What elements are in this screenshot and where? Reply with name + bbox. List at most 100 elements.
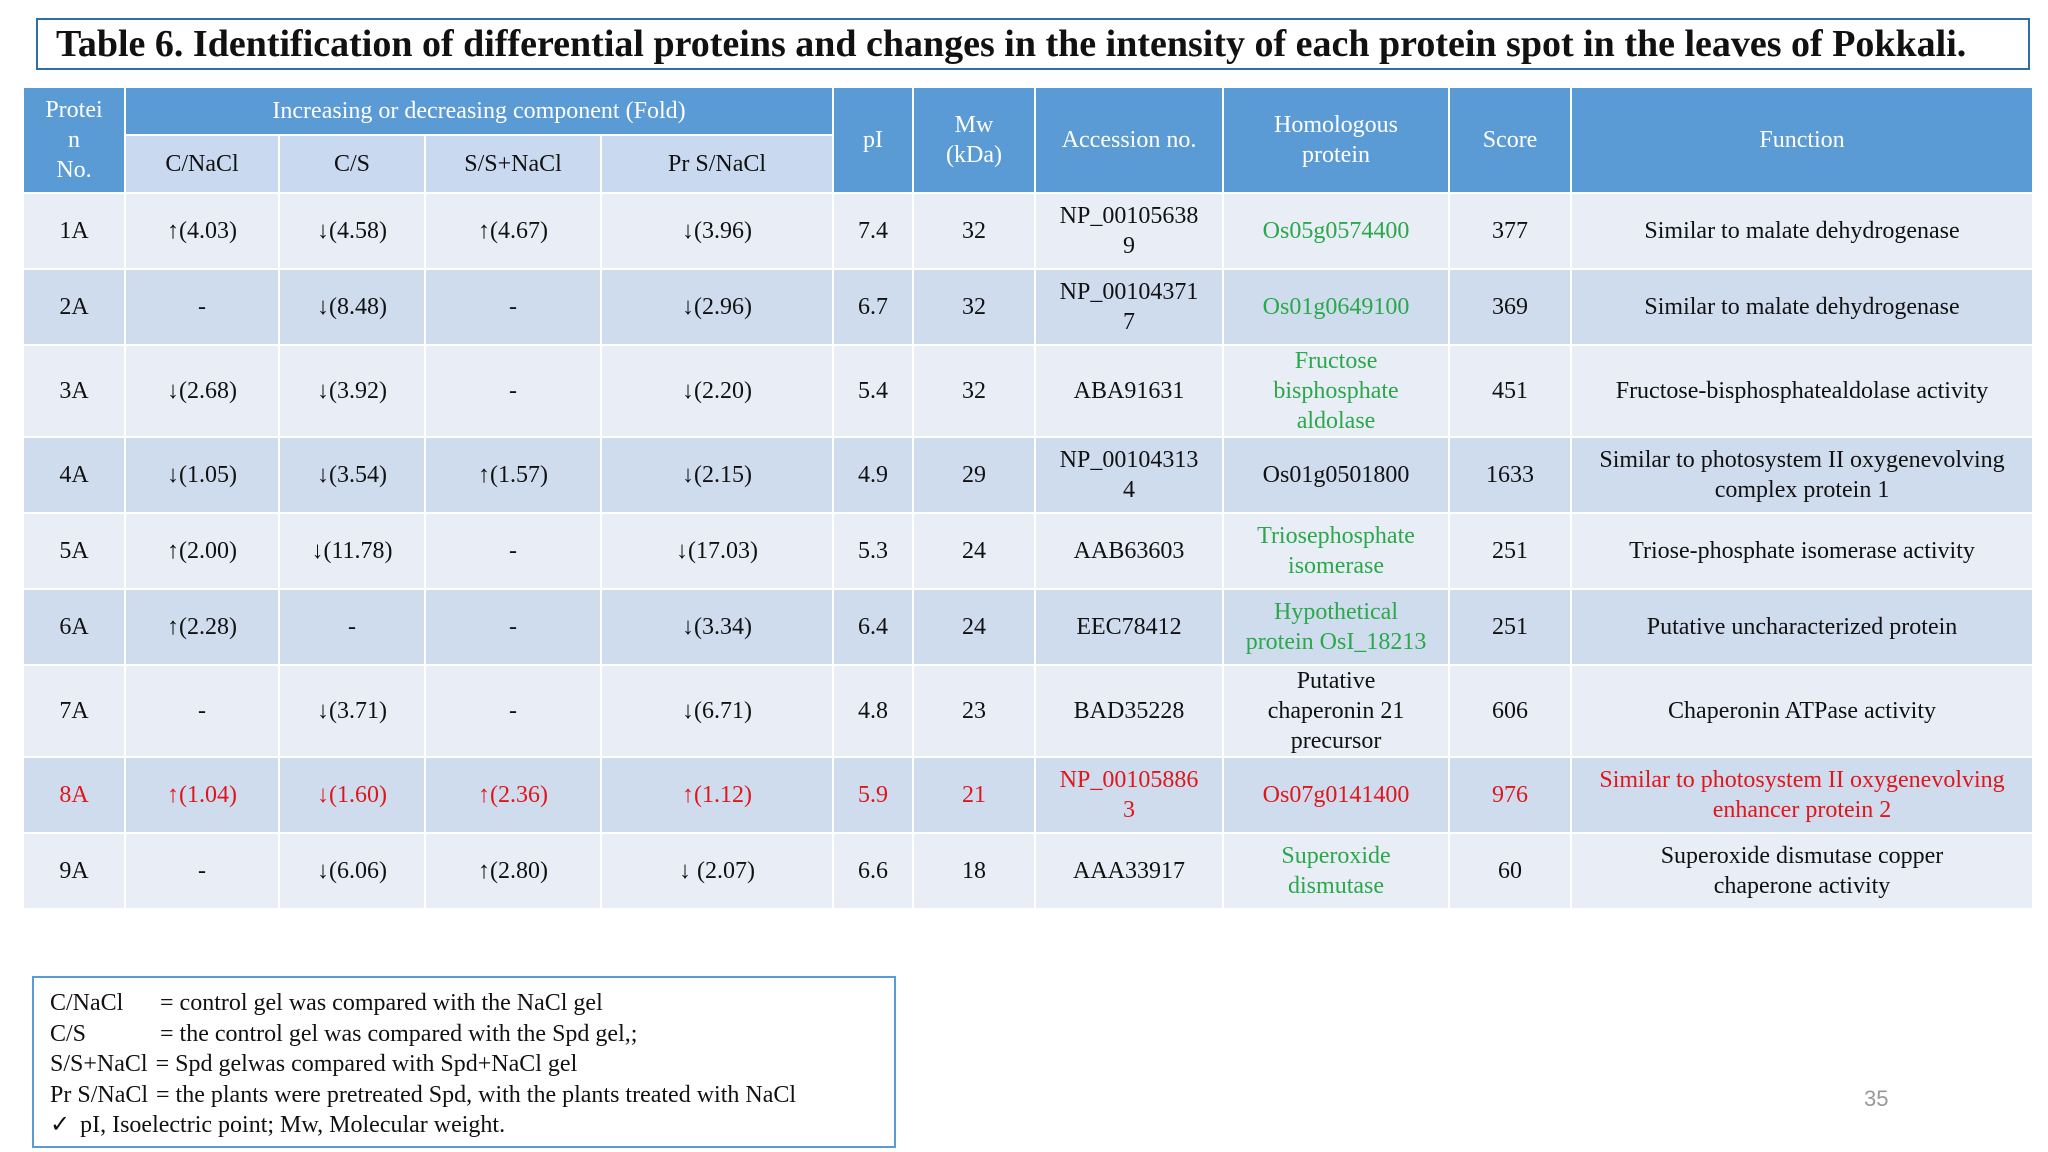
header-function: Function	[1570, 86, 2035, 194]
cell-c-nacl: ↓(1.05)	[124, 436, 280, 514]
legend-item: Pr S/NaCl = the plants were pretreated Sp…	[50, 1080, 878, 1111]
header-increasing-group: Increasing or decreasing component (Fold…	[123, 86, 835, 136]
legend-box: C/NaCl = control gel was compared with th…	[32, 976, 896, 1148]
cell-homologous: Triosephosphate isomerase	[1222, 512, 1451, 590]
cell-no: 8A	[22, 756, 126, 834]
cell-no: 5A	[22, 512, 126, 590]
subheader-c-s: C/S	[278, 134, 426, 194]
table-row: 4A ↓(1.05) ↓(3.54) ↑(1.57) ↓(2.15) 4.9 29 NP_00…	[22, 436, 2035, 514]
cell-mw: 21	[912, 756, 1037, 834]
legend-definition: pI, Isoelectric point; Mw, Molecular wei…	[80, 1112, 506, 1138]
legend-definition: = the plants were pretreated Spd, with t…	[156, 1081, 797, 1108]
cell-homologous: Hypothetical protein OsI_18213	[1222, 588, 1451, 666]
cell-function: Chaperonin ATPase activity	[1570, 664, 2035, 758]
cell-homologous: Fructose bisphosphate aldolase	[1222, 344, 1451, 438]
cell-pr-snacl: ↓(2.96)	[599, 268, 835, 346]
cell-mw: 29	[912, 436, 1037, 514]
legend-term: Pr S/NaCl	[50, 1081, 149, 1108]
cell-mw: 18	[912, 832, 1037, 910]
cell-function: Putative uncharacterized protein	[1570, 588, 2035, 666]
legend-term: S/S+NaCl	[50, 1051, 148, 1077]
header-score: Score	[1448, 86, 1573, 194]
cell-s-snacl: -	[424, 664, 602, 758]
cell-function: Similar to photosystem II oxygenevolving…	[1570, 436, 2035, 514]
cell-pi: 4.9	[832, 436, 915, 514]
header-homologous: Homologous protein	[1222, 86, 1451, 194]
legend-item: ✓ pI, Isoelectric point; Mw, Molecular we…	[50, 1110, 878, 1141]
cell-function: Superoxide dismutase copper chaperone ac…	[1570, 832, 2035, 910]
cell-c-nacl: ↑(1.04)	[124, 756, 280, 834]
cell-c-s: ↓(3.54)	[278, 436, 426, 514]
cell-homologous: Os05g0574400	[1222, 192, 1451, 270]
table-row: 6A ↑(2.28) - - ↓(3.34) 6.4 24 EEC78412 Hypotheti…	[22, 588, 2035, 666]
cell-s-snacl: -	[424, 588, 602, 666]
cell-no: 6A	[22, 588, 126, 666]
cell-s-snacl: ↑(4.67)	[424, 192, 602, 270]
cell-homologous: Os07g0141400	[1222, 756, 1451, 834]
cell-function: Fructose-bisphosphatealdolase activity	[1570, 344, 2035, 438]
cell-mw: 24	[912, 588, 1037, 666]
cell-accession: NP_00104371 7	[1034, 268, 1225, 346]
cell-no: 7A	[22, 664, 126, 758]
cell-c-nacl: -	[124, 832, 280, 910]
legend-item: S/S+NaCl = Spd gelwas compared with Spd+N…	[50, 1049, 878, 1080]
cell-score: 451	[1448, 344, 1573, 438]
cell-pr-snacl: ↑(1.12)	[599, 756, 835, 834]
cell-score: 369	[1448, 268, 1573, 346]
cell-s-snacl: -	[424, 268, 602, 346]
cell-mw: 24	[912, 512, 1037, 590]
cell-c-nacl: ↑(4.03)	[124, 192, 280, 270]
cell-c-nacl: ↑(2.28)	[124, 588, 280, 666]
legend-item: C/S = the control gel was compared with t…	[50, 1019, 878, 1050]
cell-c-s: ↓(4.58)	[278, 192, 426, 270]
protein-table: Protei n No. Increasing or decreasing co…	[22, 86, 2035, 910]
cell-pr-snacl: ↓(3.96)	[599, 192, 835, 270]
cell-pr-snacl: ↓(2.20)	[599, 344, 835, 438]
cell-c-s: ↓(11.78)	[278, 512, 426, 590]
cell-s-snacl: ↑(2.36)	[424, 756, 602, 834]
cell-pr-snacl: ↓(2.15)	[599, 436, 835, 514]
cell-accession: AAA33917	[1034, 832, 1225, 910]
legend-term: ✓	[50, 1112, 71, 1138]
legend-definition: = control gel was compared with the NaCl…	[160, 990, 603, 1016]
cell-function: Similar to malate dehydrogenase	[1570, 268, 2035, 346]
table-row: 5A ↑(2.00) ↓(11.78) - ↓(17.03) 5.3 24 AAB63603 T…	[22, 512, 2035, 590]
cell-score: 976	[1448, 756, 1573, 834]
cell-mw: 23	[912, 664, 1037, 758]
cell-score: 251	[1448, 512, 1573, 590]
subheader-c-nacl: C/NaCl	[124, 134, 280, 194]
cell-c-s: ↓(8.48)	[278, 268, 426, 346]
cell-function: Similar to photosystem II oxygenevolving…	[1570, 756, 2035, 834]
cell-score: 251	[1448, 588, 1573, 666]
cell-accession: BAD35228	[1034, 664, 1225, 758]
legend-definition: = the control gel was compared with the …	[160, 1020, 638, 1047]
cell-no: 1A	[22, 192, 126, 270]
table-row: 3A ↓(2.68) ↓(3.92) - ↓(2.20) 5.4 32 ABA91631 Fru…	[22, 344, 2035, 438]
cell-homologous: Os01g0501800	[1222, 436, 1451, 514]
cell-score: 1633	[1448, 436, 1573, 514]
cell-pi: 4.8	[832, 664, 915, 758]
cell-c-nacl: -	[124, 664, 280, 758]
cell-score: 606	[1448, 664, 1573, 758]
cell-s-snacl: -	[424, 512, 602, 590]
table-row: 9A - ↓(6.06) ↑(2.80) ↓ (2.07) 6.6 18 AAA33917 Su…	[22, 832, 2035, 910]
cell-c-s: ↓(1.60)	[278, 756, 426, 834]
cell-accession: NP_00105638 9	[1034, 192, 1225, 270]
cell-pi: 5.9	[832, 756, 915, 834]
cell-homologous: Putative chaperonin 21 precursor	[1222, 664, 1451, 758]
cell-score: 60	[1448, 832, 1573, 910]
cell-pi: 5.3	[832, 512, 915, 590]
cell-c-s: ↓(3.92)	[278, 344, 426, 438]
cell-homologous: Superoxide dismutase	[1222, 832, 1451, 910]
table-row: 8A ↑(1.04) ↓(1.60) ↑(2.36) ↑(1.12) 5.9 21 NP_00…	[22, 756, 2035, 834]
cell-score: 377	[1448, 192, 1573, 270]
cell-pi: 7.4	[832, 192, 915, 270]
subheader-s-snacl: S/S+NaCl	[424, 134, 602, 194]
cell-no: 9A	[22, 832, 126, 910]
cell-pr-snacl: ↓(6.71)	[599, 664, 835, 758]
legend-term: C/NaCl	[50, 990, 124, 1016]
cell-pr-snacl: ↓(3.34)	[599, 588, 835, 666]
header-accession: Accession no.	[1034, 86, 1225, 194]
legend-term: C/S	[50, 1020, 87, 1047]
cell-accession: NP_00105886 3	[1034, 756, 1225, 834]
